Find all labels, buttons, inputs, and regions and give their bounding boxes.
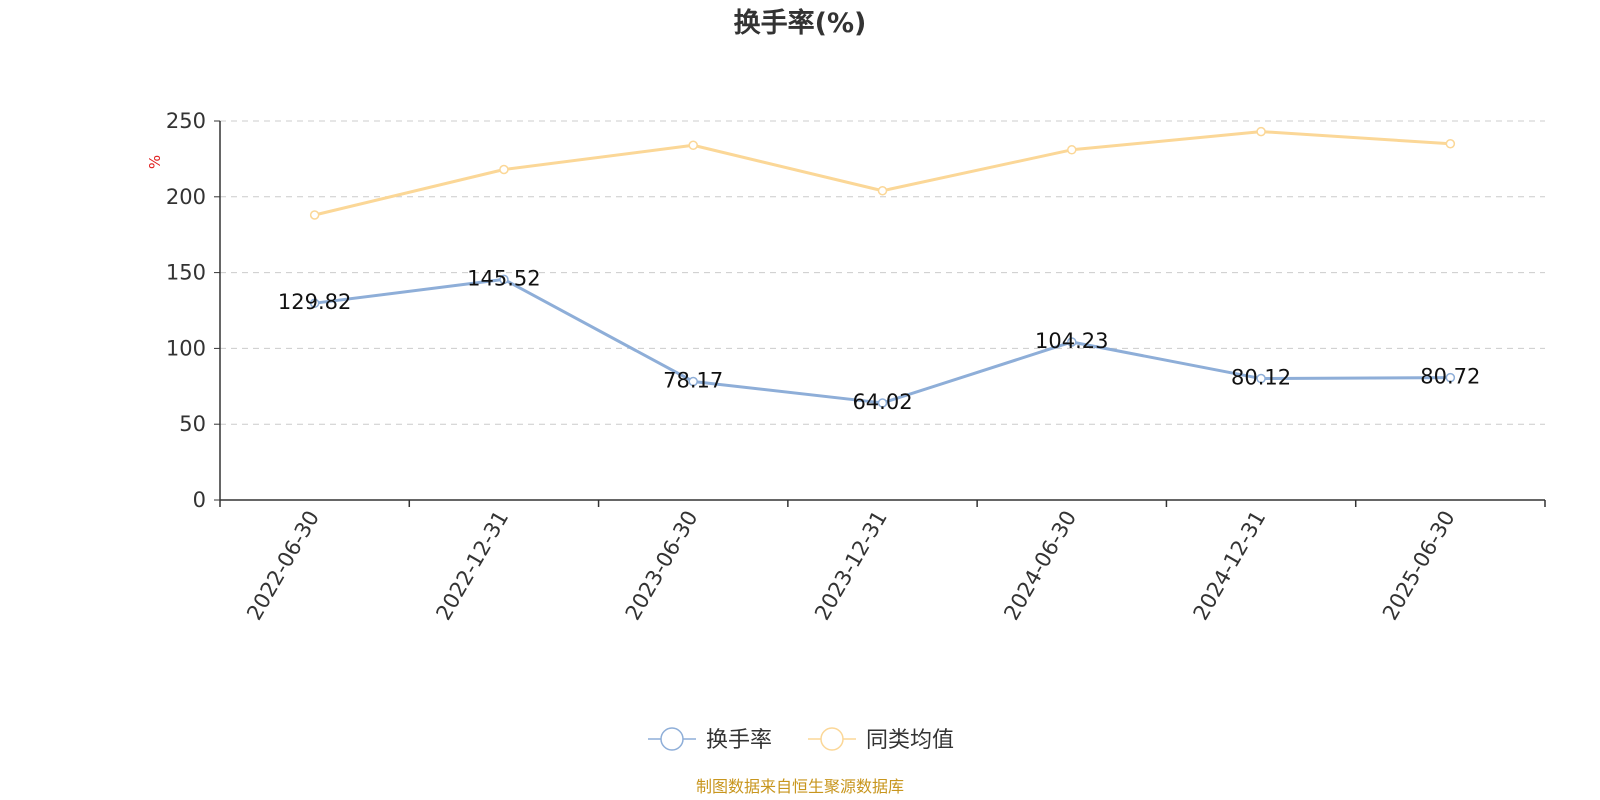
data-point <box>499 274 509 285</box>
y-tick-label: 50 <box>179 412 206 436</box>
data-point <box>309 298 320 308</box>
data-point <box>688 376 698 387</box>
grid-lines <box>220 120 1545 425</box>
data-point <box>688 140 698 151</box>
y-tick-label: 150 <box>166 261 206 285</box>
y-tick-label: 250 <box>166 109 206 133</box>
x-tick-label: 2024-12-31 <box>1189 507 1271 625</box>
data-point <box>1256 373 1266 384</box>
data-label: 145.52 <box>467 266 540 290</box>
data-point <box>1445 138 1456 149</box>
y-tick-label: 0 <box>193 488 206 512</box>
y-tick-label: 100 <box>166 336 206 360</box>
x-tick-label: 2022-12-31 <box>431 507 513 625</box>
legend-marker <box>820 727 844 751</box>
data-label: 78.17 <box>663 368 723 392</box>
data-label: 80.72 <box>1420 365 1480 389</box>
series-lines <box>309 126 1456 408</box>
data-point <box>1445 372 1456 383</box>
source-note: 制图数据来自恒生聚源数据库 <box>696 777 904 796</box>
data-point <box>1067 145 1077 155</box>
data-label: 64.02 <box>852 390 912 414</box>
x-tick-label: 2022-06-30 <box>242 507 324 625</box>
legend-label: 同类均值 <box>866 728 954 753</box>
data-label: 129.82 <box>278 290 351 314</box>
data-point <box>877 185 888 196</box>
legend-marker <box>660 727 684 751</box>
data-labels: 129.82 145.52 78.17 64.02 104.23 80.12 80.72 <box>278 266 1481 414</box>
chart-title: 换手率(%) <box>734 7 867 39</box>
axes: 0 50 100 150 200 250 2022-06-30 2022-12-31 2023-… <box>166 109 1546 625</box>
data-point <box>309 210 320 220</box>
legend-item[interactable]: 同类均值 <box>808 727 954 753</box>
legend-item[interactable]: 换手率 <box>648 727 772 753</box>
legend-label: 换手率 <box>706 728 772 753</box>
data-label: 80.12 <box>1231 366 1291 390</box>
data-label: 104.23 <box>1035 329 1108 353</box>
series-line <box>314 130 1451 217</box>
data-point <box>499 164 509 175</box>
x-tick-label: 2024-06-30 <box>999 507 1081 625</box>
x-tick-label: 2023-06-30 <box>621 507 703 625</box>
data-point <box>1067 337 1077 347</box>
x-tick-label: 2023-12-31 <box>810 507 892 625</box>
data-point <box>1256 126 1266 137</box>
y-axis-unit-label: % <box>146 155 164 169</box>
y-tick-label: 200 <box>166 185 206 209</box>
legend[interactable]: 换手率 同类均值 <box>648 727 954 753</box>
data-point <box>877 398 888 408</box>
x-tick-label: 2025-06-30 <box>1378 507 1460 625</box>
